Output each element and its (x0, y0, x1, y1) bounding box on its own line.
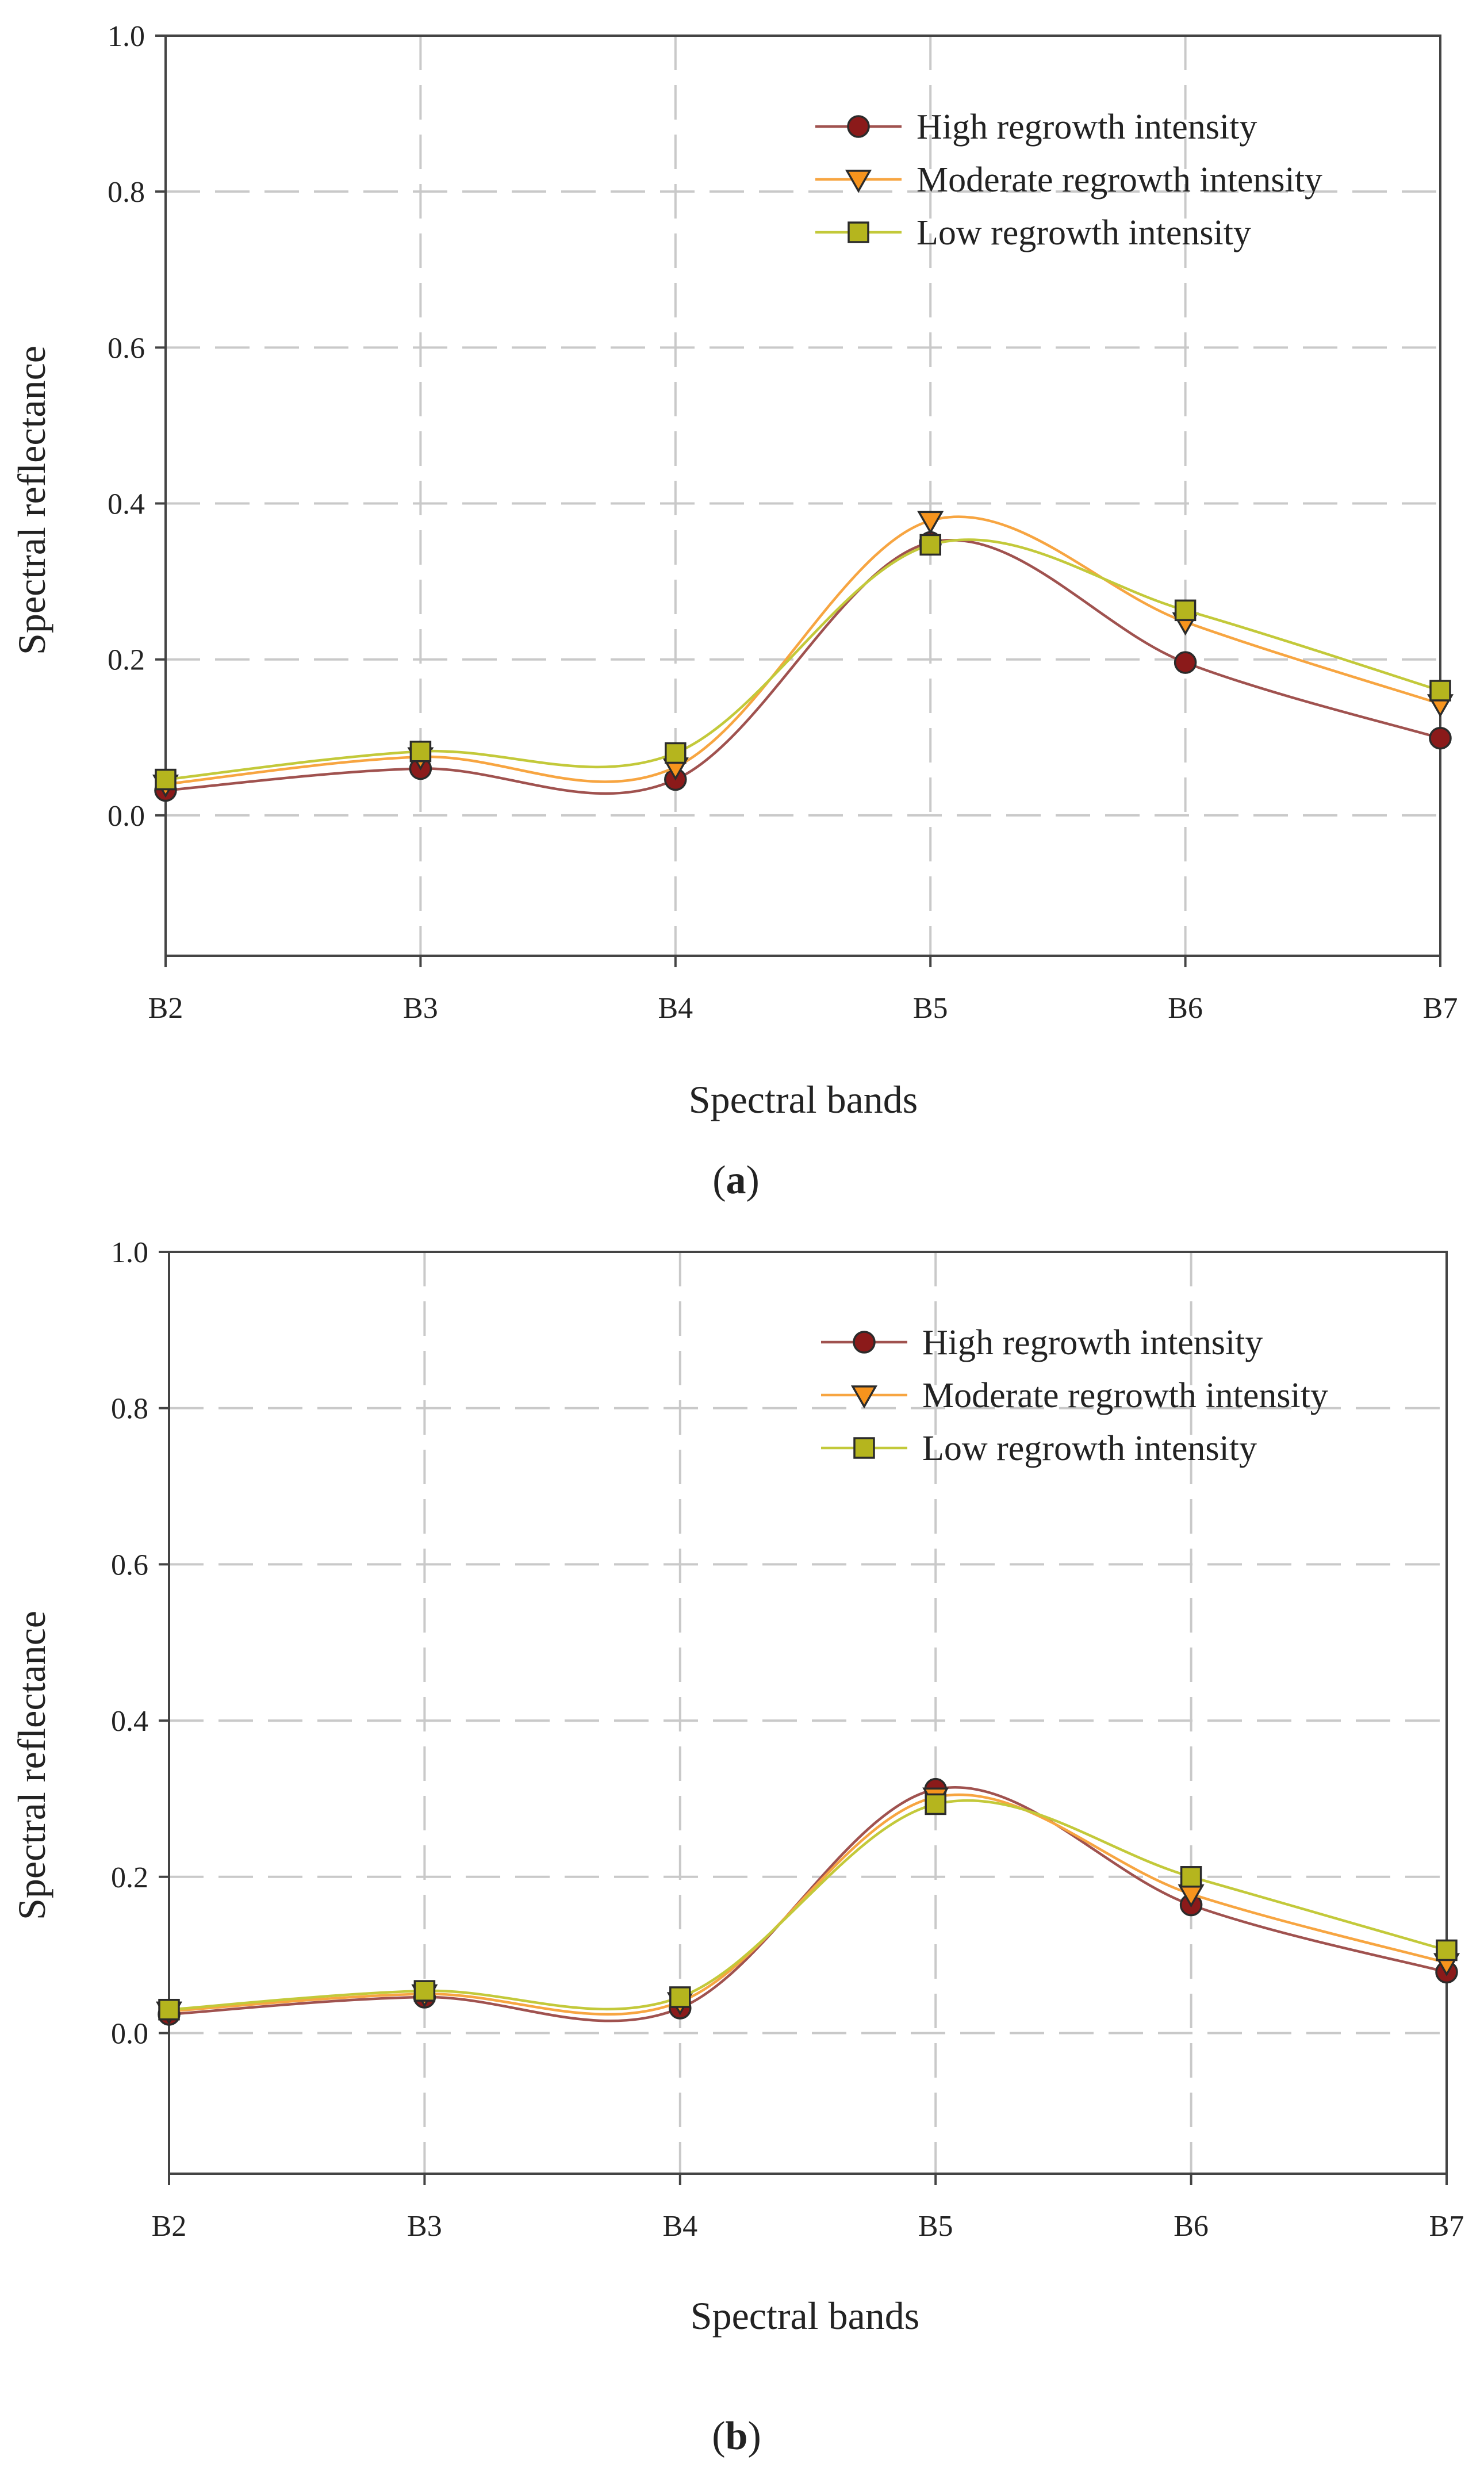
x-tick-label: B4 (658, 992, 693, 1025)
data-point-B4 (665, 742, 687, 764)
legend-item: Moderate regrowth intensity (815, 160, 1322, 200)
series-line (165, 539, 1441, 795)
plot-frame (164, 35, 1441, 957)
legend-label: High regrowth intensity (922, 1323, 1263, 1362)
data-point-B6 (1174, 651, 1197, 674)
legend-label: Moderate regrowth intensity (922, 1376, 1328, 1415)
caption-open-b: ( (712, 2414, 725, 2458)
legend-a: High regrowth intensity Moderate regrowth… (815, 108, 1322, 252)
x-tick-label: B4 (662, 2210, 697, 2243)
legend-marker (847, 115, 870, 138)
series-circle-a (154, 531, 1452, 802)
y-tick-label: 1.0 (108, 20, 145, 53)
panel-caption-a: (a) (712, 1158, 760, 1202)
data-point-B3 (409, 740, 432, 763)
legend-item: High regrowth intensity (815, 108, 1257, 147)
x-tick-label: B3 (407, 2210, 442, 2243)
x-tick-label: B5 (918, 2210, 953, 2243)
grid-b (169, 1252, 1447, 2174)
data-point-B4 (669, 1986, 691, 2008)
y-tick-label: 0.6 (108, 332, 145, 365)
panel-caption-b: (b) (712, 2414, 761, 2458)
x-tick-label: B6 (1174, 2210, 1209, 2243)
data-point-B7 (1436, 1939, 1458, 1961)
x-tick-label: B2 (152, 2210, 187, 2243)
data-point-B5 (917, 511, 944, 534)
chart-panel-b: 0.0 0.2 0.4 0.6 0.8 1.0 B2 B3 B4 B5 B6 B7 Spectral … (10, 1236, 1464, 2458)
caption-label-a: a (726, 1158, 746, 1202)
legend-marker (845, 170, 872, 193)
plot-frame (168, 1251, 1448, 2175)
legend-label: High regrowth intensity (917, 108, 1257, 147)
legend-marker (853, 1331, 876, 1354)
y-tick-label: 0.4 (111, 1705, 148, 1738)
caption-close-b: ) (747, 2414, 761, 2458)
x-axis-title-b: Spectral bands (691, 2294, 919, 2338)
legend-label: Low regrowth intensity (922, 1429, 1257, 1468)
series-circle-b (158, 1777, 1458, 2026)
y-tick-label: 0.0 (108, 800, 145, 833)
legend-item: High regrowth intensity (821, 1323, 1263, 1362)
legend-marker (853, 1437, 875, 1459)
series-a (152, 511, 1454, 802)
series-line (165, 515, 1441, 786)
y-tick-label: 0.2 (108, 644, 145, 677)
data-point-B3 (413, 1980, 436, 2002)
x-tick-label: B6 (1168, 992, 1203, 1025)
legend-item: Low regrowth intensity (815, 213, 1251, 252)
caption-label-b: b (726, 2414, 748, 2458)
ticks-b: 0.0 0.2 0.4 0.6 0.8 1.0 B2 B3 B4 B5 B6 B7 (111, 1236, 1464, 2243)
x-tick-label: B7 (1429, 2210, 1464, 2243)
chart-panel-a: 0.0 0.2 0.4 0.6 0.8 1.0 B2 B3 B4 B5 B6 B7 Spectral … (10, 20, 1458, 1202)
series-square-a (155, 534, 1451, 791)
y-axis-title-a: Spectral reflectance (10, 346, 53, 655)
y-tick-label: 0.8 (108, 176, 145, 209)
series-line (168, 1799, 1447, 2011)
x-tick-label: B7 (1423, 992, 1458, 1025)
data-point-B2 (155, 768, 177, 791)
legend-item: Low regrowth intensity (821, 1429, 1257, 1468)
caption-close-a: ) (746, 1158, 760, 1202)
y-tick-label: 0.6 (111, 1549, 148, 1581)
series-line (165, 538, 1441, 781)
legend-marker (850, 1385, 878, 1409)
legend-label: Low regrowth intensity (917, 213, 1251, 252)
legend-marker (848, 221, 869, 243)
y-tick-label: 1.0 (111, 1236, 148, 1269)
y-tick-label: 0.4 (108, 488, 145, 521)
data-point-B7 (1429, 726, 1452, 750)
axes-b (168, 1251, 1448, 2175)
legend-b: High regrowth intensity Moderate regrowth… (821, 1323, 1328, 1468)
data-point-B7 (1429, 680, 1451, 702)
x-tick-label: B3 (403, 992, 438, 1025)
data-point-B5 (925, 1793, 946, 1815)
data-point-B5 (919, 534, 941, 556)
ticks-a: 0.0 0.2 0.4 0.6 0.8 1.0 B2 B3 B4 B5 B6 B7 (108, 20, 1458, 1025)
y-tick-label: 0.0 (111, 2017, 148, 2050)
data-point-B2 (158, 1998, 180, 2021)
series-square-b (158, 1793, 1458, 2021)
grid-a (166, 36, 1440, 956)
data-point-B6 (1174, 599, 1197, 622)
caption-open-a: ( (712, 1158, 726, 1202)
x-axis-title-a: Spectral bands (689, 1078, 918, 1121)
x-tick-label: B2 (148, 992, 183, 1025)
y-tick-label: 0.8 (111, 1393, 148, 1426)
y-tick-label: 0.2 (111, 1861, 148, 1894)
data-point-B6 (1180, 1866, 1202, 1888)
legend-item: Moderate regrowth intensity (821, 1376, 1328, 1415)
axes-a (164, 35, 1441, 957)
y-axis-title-b: Spectral reflectance (10, 1611, 53, 1920)
legend-label: Moderate regrowth intensity (917, 160, 1322, 200)
x-tick-label: B5 (913, 992, 948, 1025)
series-triangle-down-b (155, 1787, 1460, 2025)
series-line (168, 1786, 1447, 2022)
series-b (155, 1777, 1460, 2026)
series-line (168, 1793, 1447, 2016)
